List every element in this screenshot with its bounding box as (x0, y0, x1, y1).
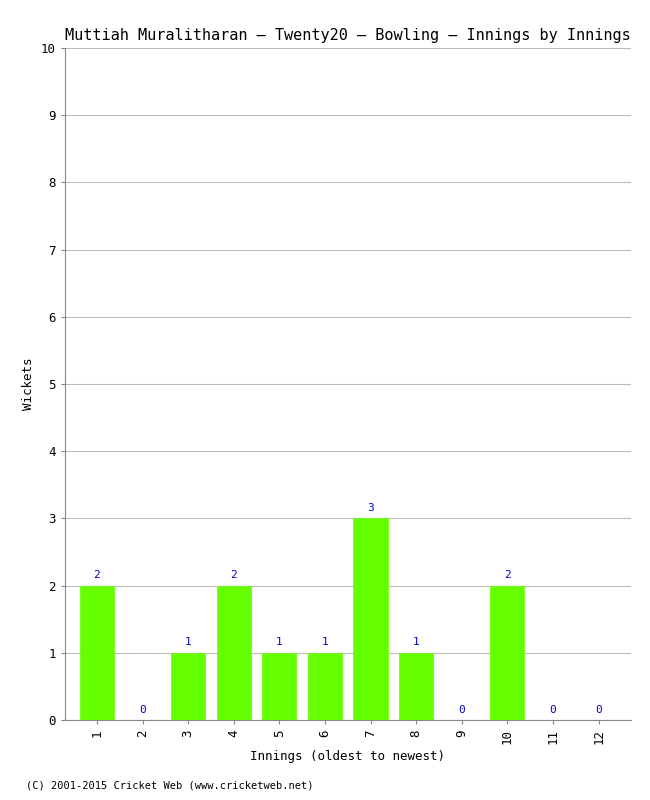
Text: 0: 0 (458, 705, 465, 714)
Text: 0: 0 (550, 705, 556, 714)
Bar (399, 653, 434, 720)
Text: 2: 2 (94, 570, 100, 580)
Text: 0: 0 (595, 705, 602, 714)
Text: Muttiah Muralitharan – Twenty20 – Bowling – Innings by Innings: Muttiah Muralitharan – Twenty20 – Bowlin… (65, 28, 630, 42)
Y-axis label: Wickets: Wickets (22, 358, 35, 410)
Bar (354, 518, 387, 720)
Text: 1: 1 (413, 638, 419, 647)
Text: 2: 2 (504, 570, 511, 580)
Text: 1: 1 (185, 638, 192, 647)
Text: 2: 2 (230, 570, 237, 580)
Bar (308, 653, 342, 720)
Text: 0: 0 (139, 705, 146, 714)
Bar (171, 653, 205, 720)
Text: 1: 1 (276, 638, 283, 647)
Text: 3: 3 (367, 503, 374, 513)
Text: (C) 2001-2015 Cricket Web (www.cricketweb.net): (C) 2001-2015 Cricket Web (www.cricketwe… (26, 780, 313, 790)
Bar (216, 586, 251, 720)
X-axis label: Innings (oldest to newest): Innings (oldest to newest) (250, 750, 445, 762)
Bar (80, 586, 114, 720)
Bar (490, 586, 525, 720)
Text: 1: 1 (322, 638, 328, 647)
Bar (262, 653, 296, 720)
